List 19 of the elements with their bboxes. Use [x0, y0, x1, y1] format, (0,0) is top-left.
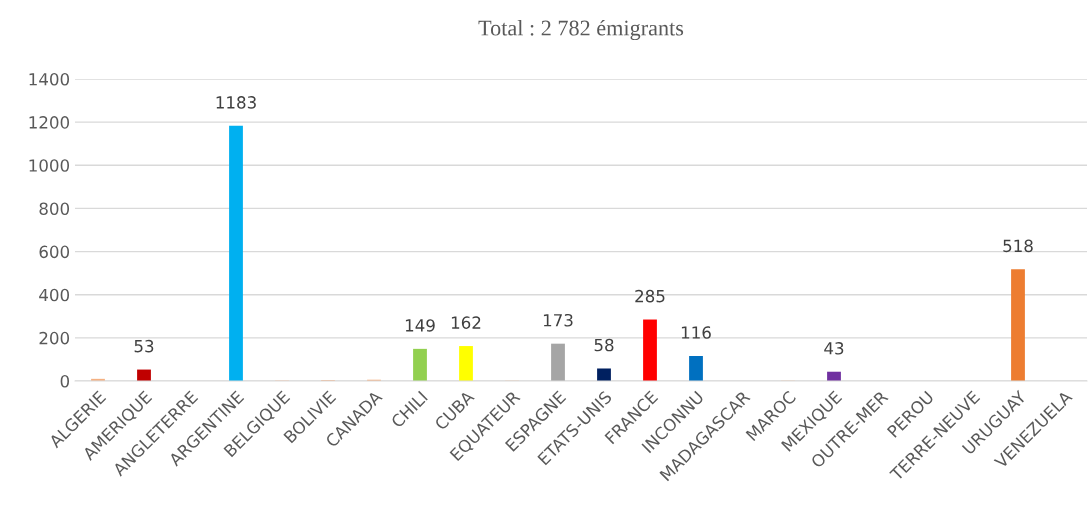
data-label: 116 — [681, 326, 711, 339]
y-tick-label: 400 — [39, 288, 70, 302]
data-label: 53 — [134, 339, 154, 353]
y-tick-label: 1400 — [29, 72, 70, 86]
data-label: 518 — [1003, 239, 1033, 253]
y-tick-label: 200 — [39, 331, 70, 345]
data-label: 173 — [543, 313, 573, 327]
data-label: 43 — [824, 342, 844, 355]
y-tick-label: 600 — [39, 245, 70, 259]
y-tick-label: 1000 — [29, 159, 70, 172]
chart-title: Total : 2 782 émigrants — [478, 19, 684, 41]
data-label: 162 — [451, 316, 481, 329]
y-tick-label: 1200 — [29, 116, 70, 129]
data-label: 1183 — [216, 96, 256, 109]
data-label: 149 — [405, 319, 435, 332]
y-tick-label: 800 — [39, 202, 70, 215]
data-label: 58 — [594, 338, 614, 352]
data-label: 285 — [635, 289, 665, 303]
y-tick-label: 0 — [60, 374, 70, 388]
